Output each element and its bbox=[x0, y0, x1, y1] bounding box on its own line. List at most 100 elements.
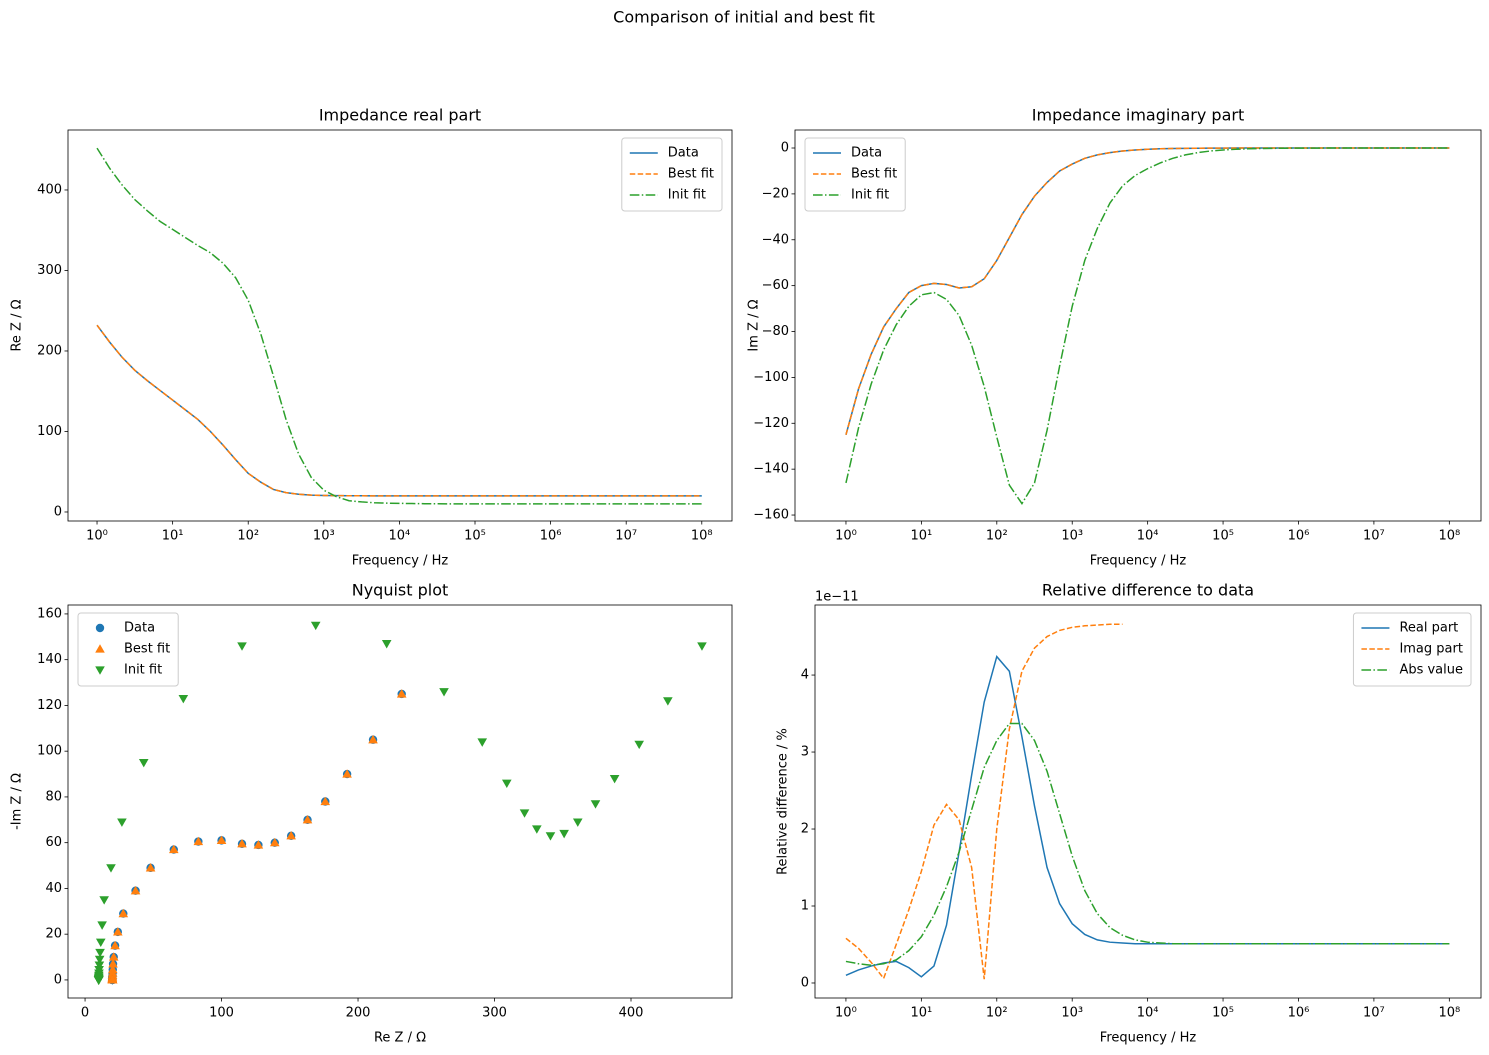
y-tick-label: 2 bbox=[801, 822, 809, 837]
scatter-point bbox=[302, 815, 313, 824]
x-tick-label: 10⁸ bbox=[691, 529, 713, 544]
legend-handle bbox=[95, 644, 105, 653]
scatter-point bbox=[95, 938, 106, 947]
scatter-point bbox=[95, 948, 105, 958]
scatter-point bbox=[477, 738, 488, 747]
legend-box bbox=[1352, 612, 1472, 687]
subplot: Relative difference to data Frequency / H… bbox=[776, 581, 1482, 1046]
scatter-point bbox=[663, 697, 673, 706]
scatter-point bbox=[93, 976, 104, 985]
figure-title: Comparison of initial and best fit bbox=[613, 8, 875, 27]
x-tick-label: 10³ bbox=[1061, 529, 1083, 544]
y-tick-label: 20 bbox=[45, 927, 62, 942]
y-tick-label: 4 bbox=[801, 668, 809, 683]
scatter-point bbox=[269, 837, 280, 847]
legend-label: Real part bbox=[1399, 621, 1458, 636]
x-tick-label: 10⁴ bbox=[1137, 529, 1159, 544]
x-tick-label: 10⁷ bbox=[1363, 529, 1385, 544]
x-tick-label: 10⁴ bbox=[1137, 1006, 1159, 1021]
scatter-point bbox=[342, 769, 352, 778]
legend-label: Data bbox=[668, 146, 699, 161]
scatter-point bbox=[310, 621, 321, 631]
legend-box bbox=[804, 137, 906, 212]
y-tick-label: −160 bbox=[753, 508, 789, 523]
scatter-point bbox=[106, 864, 116, 873]
scatter-point bbox=[237, 642, 247, 651]
x-tick-label: 10⁵ bbox=[1212, 1006, 1234, 1021]
scatter-point bbox=[439, 688, 449, 697]
series-line bbox=[845, 722, 1450, 967]
y-tick-label: 3 bbox=[801, 745, 809, 760]
y-tick-label: 100 bbox=[37, 424, 62, 439]
scatter-point bbox=[108, 959, 118, 968]
scatter-point bbox=[145, 863, 156, 872]
scatter-point bbox=[94, 955, 105, 965]
y-tick-label: 1 bbox=[801, 899, 809, 914]
scatter-point bbox=[545, 832, 556, 841]
y-tick-label: 0 bbox=[54, 972, 62, 987]
x-tick-label: 10⁷ bbox=[1363, 1006, 1385, 1021]
legend-label: Data bbox=[851, 146, 882, 161]
x-tick-label: 10¹ bbox=[162, 529, 184, 544]
y-tick-label: −80 bbox=[762, 324, 789, 339]
legend-label: Data bbox=[124, 621, 155, 636]
scatter-point bbox=[99, 896, 109, 905]
y-tick-label: −60 bbox=[762, 278, 789, 293]
x-tick-label: 10⁰ bbox=[835, 529, 857, 544]
scatter-point bbox=[110, 940, 120, 950]
x-tick-label: 10³ bbox=[1061, 1006, 1083, 1021]
x-tick-label: 10² bbox=[237, 529, 259, 544]
y-axis-label: Relative difference / % bbox=[776, 728, 791, 875]
x-tick-label: 0 bbox=[81, 1006, 89, 1021]
subplot-title: Relative difference to data bbox=[1042, 581, 1254, 600]
scatter-point bbox=[532, 825, 542, 834]
subplot: Impedance real part Frequency / Hz Re Z / … bbox=[10, 106, 733, 569]
scatter-point bbox=[118, 908, 129, 918]
y-tick-label: 140 bbox=[37, 652, 62, 667]
x-tick-label: 10⁸ bbox=[1438, 529, 1460, 544]
scatter-point bbox=[97, 921, 107, 930]
scatter-point bbox=[286, 831, 296, 840]
scatter-point bbox=[253, 840, 264, 849]
legend-box bbox=[621, 137, 723, 212]
scatter-point bbox=[590, 800, 601, 809]
y-tick-label: 300 bbox=[37, 263, 62, 278]
scatter-point bbox=[117, 818, 127, 827]
axes-frame bbox=[814, 604, 1482, 999]
y-tick-label: −120 bbox=[753, 416, 789, 431]
subplot: Impedance imaginary part Frequency / Hz Im… bbox=[747, 106, 1482, 569]
x-tick-label: 10² bbox=[986, 1006, 1008, 1021]
scatter-point bbox=[519, 809, 530, 818]
y-tick-label: −100 bbox=[753, 370, 789, 385]
y-tick-label: 0 bbox=[801, 975, 809, 990]
x-tick-label: 10² bbox=[986, 529, 1008, 544]
y-tick-label: 100 bbox=[37, 744, 62, 759]
scatter-point bbox=[216, 835, 227, 844]
scatter-point bbox=[396, 689, 407, 698]
x-tick-label: 10⁶ bbox=[1288, 529, 1310, 544]
scatter-point bbox=[113, 927, 123, 936]
x-axis-label: Re Z / Ω bbox=[374, 1031, 426, 1046]
y-axis-label: Re Z / Ω bbox=[10, 299, 25, 351]
x-tick-label: 10⁰ bbox=[86, 529, 108, 544]
scatter-point bbox=[178, 694, 189, 704]
series-line bbox=[96, 324, 702, 497]
legend-label: Best fit bbox=[668, 167, 714, 182]
scatter-point bbox=[130, 885, 141, 895]
x-tick-label: 10⁴ bbox=[389, 529, 411, 544]
x-axis-label: Frequency / Hz bbox=[352, 554, 449, 569]
axis-offset-text: 1e−11 bbox=[815, 590, 859, 605]
series-line bbox=[845, 655, 1450, 978]
axes-frame bbox=[794, 129, 1482, 522]
scatter-point bbox=[94, 961, 105, 970]
subplot-title: Nyquist plot bbox=[352, 581, 449, 600]
x-tick-label: 10⁵ bbox=[464, 529, 486, 544]
y-tick-label: 0 bbox=[781, 141, 789, 156]
axes-frame bbox=[67, 129, 733, 522]
legend-label: Imag part bbox=[1399, 642, 1463, 657]
scatter-point bbox=[572, 818, 583, 827]
legend-label: Abs value bbox=[1399, 663, 1463, 678]
x-tick-label: 400 bbox=[619, 1006, 644, 1021]
x-tick-label: 300 bbox=[482, 1006, 507, 1021]
series-line bbox=[845, 147, 1450, 435]
